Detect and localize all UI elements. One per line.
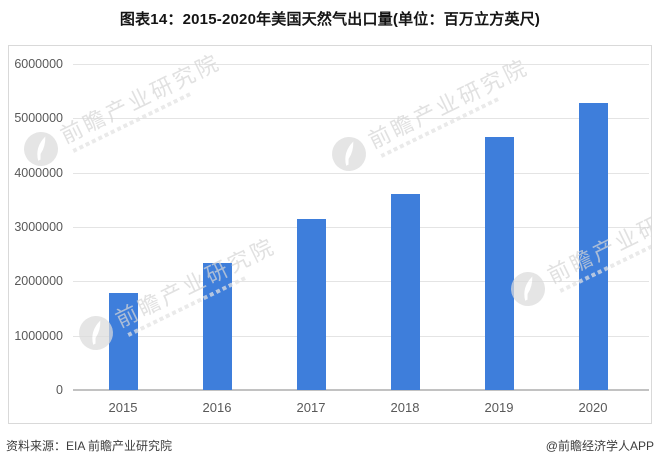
bar-2015 [108,293,138,390]
gridline [73,64,649,65]
footer: 资料来源：EIA 前瞻产业研究院 @前瞻经济学人APP [0,437,660,454]
gridline [73,227,649,228]
y-tick-label: 5000000 [14,111,63,125]
y-tick-label: 0 [56,383,63,397]
x-tick-label: 2015 [108,400,138,415]
plot-area: 0 1000000 2000000 3000000 4000000 5000000 6000… [9,46,651,423]
x-tick-label: 2020 [578,400,608,415]
bar-2019 [484,137,514,390]
y-tick-label: 2000000 [14,274,63,288]
gridline [73,281,649,282]
gridline [73,118,649,119]
x-tick-label: 2017 [296,400,326,415]
y-tick-label: 1000000 [14,329,63,343]
x-tick-label: 2018 [390,400,420,415]
chart-area: 前瞻产业研究院 前瞻产业研究院 前瞻产业研究院 前瞻产业研究院 [8,45,652,424]
bar-2018 [390,194,420,390]
source-note: 资料来源：EIA 前瞻产业研究院 [6,439,173,453]
y-tick-label: 3000000 [14,220,63,234]
credit-note: @前瞻经济学人APP [545,439,654,453]
x-axis-line [73,389,649,391]
chart-title: 图表14：2015-2020年美国天然气出口量(单位：百万立方英尺) [119,11,541,28]
bar-2016 [202,263,232,390]
x-tick-label: 2016 [202,400,232,415]
y-tick-label: 4000000 [14,166,63,180]
y-tick-label: 6000000 [14,57,63,71]
x-tick-label: 2019 [484,400,514,415]
bar-2017 [296,219,326,390]
gridline [73,336,649,337]
bar-2020 [578,103,608,390]
gridline [73,173,649,174]
